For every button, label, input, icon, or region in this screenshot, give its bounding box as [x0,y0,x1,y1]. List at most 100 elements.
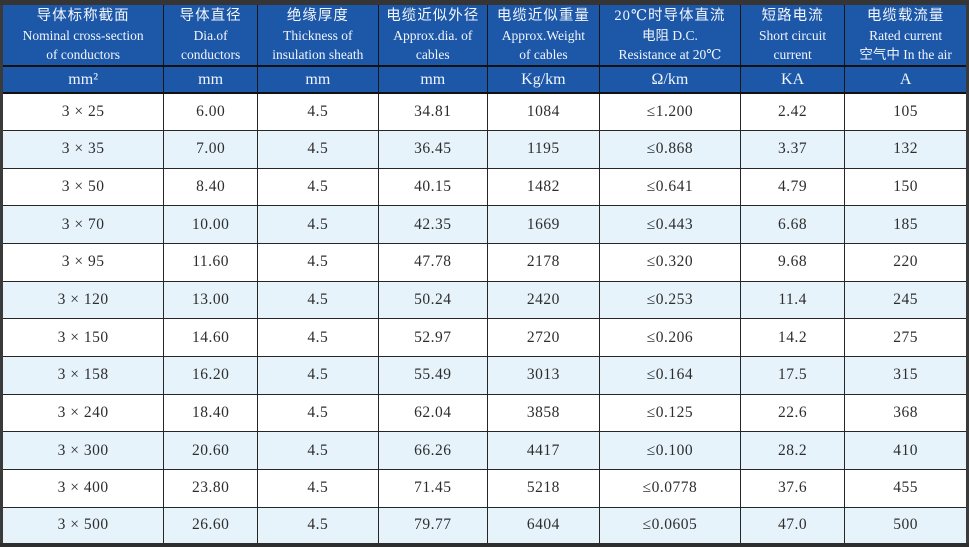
data-cell-rated-current: 220 [844,243,968,282]
data-cell-cross-section: 3 × 240 [0,393,165,433]
unit-cell-approx-dia: mm [377,65,488,94]
data-cell-short-circuit: 22.6 [739,393,846,433]
data-cell-short-circuit: 9.68 [739,243,846,282]
data-cell-rated-current: 150 [844,167,968,207]
data-cell-conductor-dia: 23.80 [163,469,258,508]
data-cell-short-circuit: 14.2 [739,318,846,358]
data-cell-short-circuit: 47.0 [739,506,846,546]
data-cell-dc-resistance: ≤0.206 [598,318,741,358]
data-cell-insulation: 4.5 [256,243,379,282]
table-row: 3 × 300 20.60 4.5 66.26 4417 ≤0.100 28.2 410 [0,431,968,471]
data-cell-dc-resistance: ≤0.320 [598,243,741,282]
data-cell-conductor-dia: 7.00 [163,130,258,169]
data-cell-conductor-dia: 26.60 [163,506,258,546]
data-cell-approx-weight: 2420 [486,280,600,320]
data-cell-cross-section: 3 × 50 [0,167,165,207]
col-header-dc-resistance-line: 电阻 D.C. [641,28,698,43]
table-row: 3 × 150 14.60 4.5 52.97 2720 ≤0.206 14.2 275 [0,318,968,358]
table-row: 3 × 240 18.40 4.5 62.04 3858 ≤0.125 22.6 368 [0,393,968,433]
data-cell-cross-section: 3 × 95 [0,243,165,282]
col-header-rated-current-line: 电缆载流量 [866,8,945,24]
data-cell-insulation: 4.5 [256,167,379,207]
data-cell-insulation: 4.5 [256,280,379,320]
col-header-conductor-dia: 导体直径 Dia.of conductors [163,2,258,67]
data-cell-dc-resistance: ≤0.641 [598,167,741,207]
data-cell-approx-weight: 3013 [486,356,600,395]
data-cell-conductor-dia: 10.00 [163,205,258,245]
data-cell-approx-dia: 34.81 [377,92,488,132]
col-header-approx-dia-line: cables [415,47,450,62]
col-header-rated-current-line: 空气中 In the air [859,47,952,62]
col-header-approx-dia-line: Approx.dia. of [393,28,473,43]
data-cell-approx-dia: 47.78 [377,243,488,282]
data-cell-rated-current: 132 [844,130,968,169]
col-header-cross-section: 导体标称截面 Nominal cross-section of conductors [0,2,165,67]
unit-cell-conductor-dia: mm [163,65,258,94]
data-cell-approx-dia: 40.15 [377,167,488,207]
data-cell-approx-weight: 6404 [486,506,600,546]
data-cell-rated-current: 105 [844,92,968,132]
col-header-approx-weight: 电缆近似重量 Approx.Weight of cables [486,2,600,67]
data-cell-insulation: 4.5 [256,506,379,546]
data-cell-insulation: 4.5 [256,431,379,471]
data-cell-cross-section: 3 × 158 [0,356,165,395]
data-cell-approx-weight: 4417 [486,431,600,471]
col-header-conductor-dia-line: Dia.of [193,28,228,43]
table-body: 3 × 25 6.00 4.5 34.81 1084 ≤1.200 2.42 105 3 × 3… [0,92,968,546]
unit-cell-dc-resistance: Ω/km [598,65,741,94]
data-cell-conductor-dia: 8.40 [163,167,258,207]
header-row: 导体标称截面 Nominal cross-section of conductors… [0,2,968,67]
col-header-rated-current: 电缆载流量 Rated current 空气中 In the air [844,2,968,67]
data-cell-approx-dia: 79.77 [377,506,488,546]
data-cell-short-circuit: 17.5 [739,356,846,395]
data-cell-dc-resistance: ≤0.125 [598,393,741,433]
data-cell-conductor-dia: 20.60 [163,431,258,471]
table-row: 3 × 400 23.80 4.5 71.45 5218 ≤0.0778 37.6 455 [0,469,968,508]
col-header-cross-section-line: 导体标称截面 [36,8,130,24]
col-header-dc-resistance-line: 20℃时导体直流 [614,8,726,24]
unit-cell-short-circuit: KA [739,65,846,94]
table-row: 3 × 158 16.20 4.5 55.49 3013 ≤0.164 17.5 315 [0,356,968,395]
data-cell-insulation: 4.5 [256,393,379,433]
data-cell-approx-dia: 50.24 [377,280,488,320]
data-cell-short-circuit: 6.68 [739,205,846,245]
col-header-short-circuit: 短路电流 Short circuit current [739,2,846,67]
data-cell-insulation: 4.5 [256,469,379,508]
data-cell-dc-resistance: ≤0.100 [598,431,741,471]
data-cell-conductor-dia: 11.60 [163,243,258,282]
data-cell-insulation: 4.5 [256,130,379,169]
data-cell-approx-weight: 3858 [486,393,600,433]
data-cell-rated-current: 368 [844,393,968,433]
data-cell-approx-weight: 5218 [486,469,600,508]
data-cell-dc-resistance: ≤0.0778 [598,469,741,508]
data-cell-conductor-dia: 18.40 [163,393,258,433]
col-header-insulation-line: Thickness of [283,28,353,43]
data-cell-approx-weight: 1482 [486,167,600,207]
col-header-insulation: 绝缘厚度 Thickness of insulation sheath [256,2,379,67]
data-cell-cross-section: 3 × 500 [0,506,165,546]
data-cell-short-circuit: 37.6 [739,469,846,508]
data-cell-approx-weight: 1084 [486,92,600,132]
data-cell-short-circuit: 2.42 [739,92,846,132]
data-cell-rated-current: 185 [844,205,968,245]
data-cell-approx-dia: 52.97 [377,318,488,358]
data-cell-dc-resistance: ≤0.868 [598,130,741,169]
col-header-approx-weight-line: Approx.Weight [501,28,586,43]
data-cell-insulation: 4.5 [256,318,379,358]
col-header-approx-dia-line: 电缆近似外径 [386,8,480,24]
data-cell-rated-current: 315 [844,356,968,395]
col-header-cross-section-line: of conductors [46,47,121,62]
data-cell-approx-dia: 66.26 [377,431,488,471]
data-cell-cross-section: 3 × 25 [0,92,165,132]
data-cell-cross-section: 3 × 35 [0,130,165,169]
table-row: 3 × 95 11.60 4.5 47.78 2178 ≤0.320 9.68 220 [0,243,968,282]
data-cell-cross-section: 3 × 400 [0,469,165,508]
data-cell-insulation: 4.5 [256,205,379,245]
data-cell-rated-current: 410 [844,431,968,471]
table-row: 3 × 70 10.00 4.5 42.35 1669 ≤0.443 6.68 185 [0,205,968,245]
col-header-dc-resistance: 20℃时导体直流 电阻 D.C. Resistance at 20℃ [598,2,741,67]
col-header-cross-section-line: Nominal cross-section [22,28,144,43]
col-header-conductor-dia-line: 导体直径 [179,8,242,24]
data-cell-dc-resistance: ≤0.253 [598,280,741,320]
